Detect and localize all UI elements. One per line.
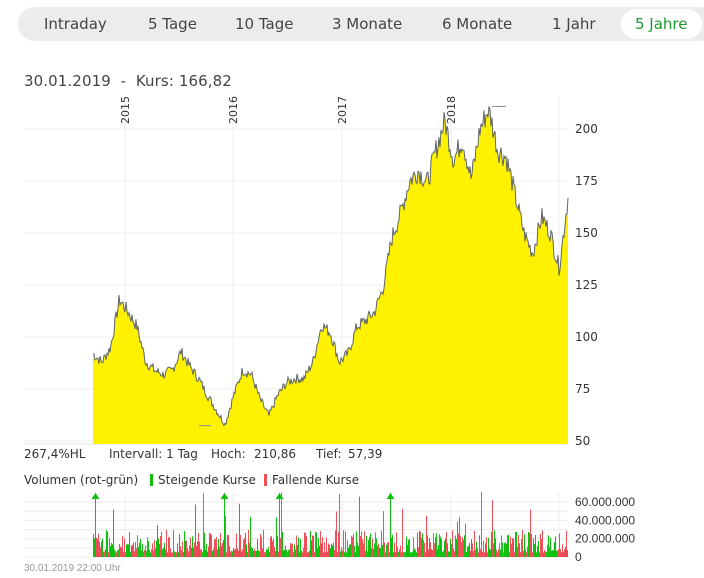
- clipped-peak-arrow-icon: [386, 493, 395, 499]
- volume-tick-label: 40.000.000: [575, 513, 635, 527]
- tab-5-jahre[interactable]: 5 Jahre: [621, 9, 702, 39]
- tab-6-monate[interactable]: 6 Monate: [442, 15, 513, 33]
- tab-5-tage[interactable]: 5 Tage: [148, 15, 197, 33]
- hl-percent: 267,4%HL: [24, 447, 86, 461]
- low-value: 57,39: [348, 447, 383, 461]
- rising-swatch-icon: [150, 474, 153, 486]
- chart-title: 30.01.2019 - Kurs: 166,82: [24, 72, 232, 90]
- low-label: Tief:: [316, 447, 342, 461]
- clipped-peak-arrow-icon: [91, 493, 100, 499]
- y-tick-label: 200: [575, 122, 598, 136]
- x-tick-label: 2018: [445, 96, 458, 124]
- tab-1-jahr[interactable]: 1 Jahr: [552, 15, 596, 33]
- y-tick-label: 175: [575, 174, 598, 188]
- legend-falling: Fallende Kurse: [264, 473, 359, 487]
- y-tick-label: 75: [575, 382, 590, 396]
- x-tick-label: 2016: [227, 96, 240, 124]
- x-tick-label: 2015: [119, 96, 132, 124]
- volume-tick-label: 0: [575, 550, 582, 564]
- interval-label: Intervall: 1 Tag: [109, 447, 198, 461]
- tab-intraday[interactable]: Intraday: [44, 15, 107, 33]
- volume-bars: [91, 491, 568, 557]
- price-line: [92, 106, 569, 427]
- y-tick-label: 100: [575, 330, 598, 344]
- volume-tick-label: 20.000.000: [575, 532, 635, 546]
- high-value: 210,86: [254, 447, 296, 461]
- tab-3-monate[interactable]: 3 Monate: [332, 15, 403, 33]
- y-tick-label: 125: [575, 278, 598, 292]
- volume-axis-labels: 0 20.000.000 40.000.000 60.000.000: [575, 495, 635, 564]
- y-axis-labels: 50 75 100 125 150 175 200: [575, 122, 598, 448]
- y-tick-label: 50: [575, 434, 590, 448]
- falling-swatch-icon: [264, 474, 267, 486]
- high-low-markers: [199, 105, 506, 427]
- time-range-tabs: Intraday 5 Tage 10 Tage 3 Monate 6 Monat…: [18, 7, 704, 41]
- volume-tick-label: 60.000.000: [575, 495, 635, 509]
- y-tick-label: 150: [575, 226, 598, 240]
- clipped-peak-arrow-icon: [275, 493, 284, 499]
- legend-rising: Steigende Kurse: [150, 473, 256, 487]
- timestamp: 30.01.2019 22:00 Uhr: [24, 563, 121, 574]
- x-axis-labels: 2015 2016 2017 2018: [119, 96, 458, 124]
- legend-rising-label: Steigende Kurse: [158, 473, 256, 487]
- clipped-peak-arrow-icon: [220, 493, 229, 499]
- legend-falling-label: Fallende Kurse: [272, 473, 360, 487]
- tab-10-tage[interactable]: 10 Tage: [235, 15, 294, 33]
- x-tick-label: 2017: [336, 96, 349, 124]
- price-area: [93, 106, 568, 445]
- volume-title: Volumen (rot-grün): [24, 473, 139, 487]
- high-label: Hoch:: [211, 447, 246, 461]
